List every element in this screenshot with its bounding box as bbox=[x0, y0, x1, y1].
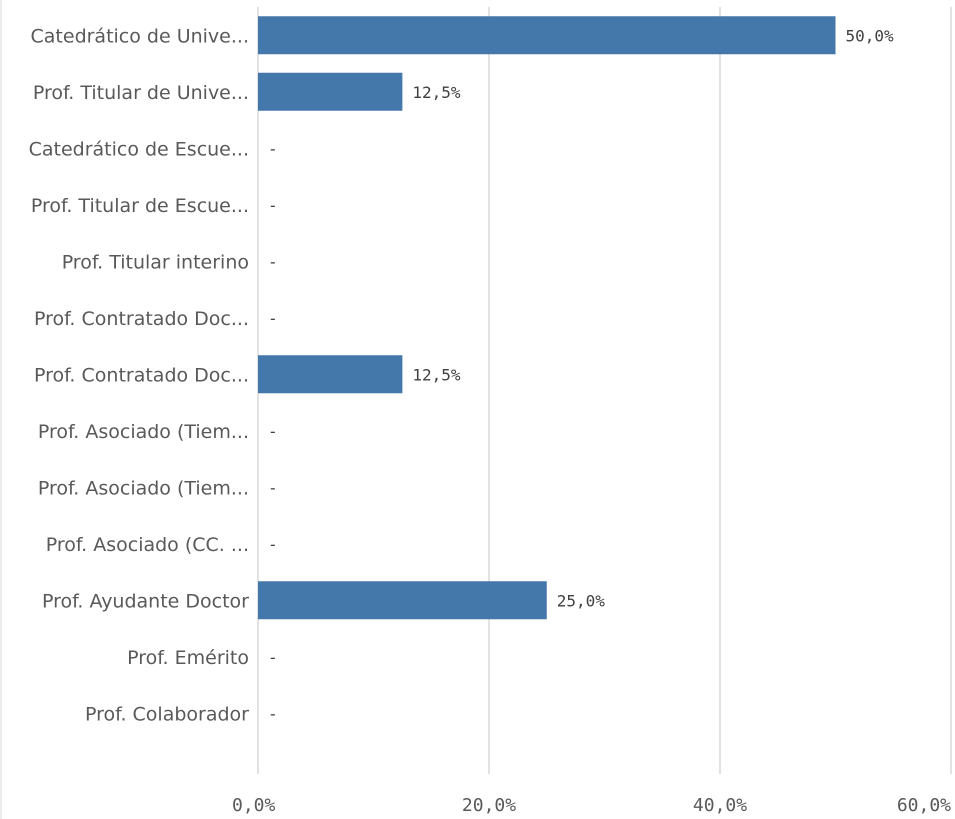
value-label: 12,5% bbox=[412, 83, 461, 102]
bar-layer bbox=[258, 16, 836, 620]
category-label: Catedrático de Escue... bbox=[29, 138, 249, 160]
value-labels: 50,0% 12,5% - - - - 12,5% - - - 25,0% - - bbox=[268, 26, 894, 723]
category-label: Prof. Asociado (CC. ... bbox=[46, 534, 249, 556]
value-label: 50,0% bbox=[846, 26, 895, 45]
category-label: Prof. Contratado Doc... bbox=[34, 308, 249, 330]
bar[interactable] bbox=[258, 16, 836, 55]
x-tick-label: 20,0% bbox=[462, 795, 516, 816]
bar[interactable] bbox=[258, 581, 547, 620]
category-label: Prof. Emérito bbox=[127, 647, 249, 669]
value-label: - bbox=[268, 252, 278, 271]
category-label: Prof. Titular de Unive... bbox=[33, 82, 249, 104]
value-label: - bbox=[268, 535, 278, 554]
value-label: - bbox=[268, 422, 278, 441]
value-label: 25,0% bbox=[557, 591, 606, 610]
category-label: Prof. Contratado Doc... bbox=[34, 364, 249, 386]
value-label: 12,5% bbox=[412, 365, 461, 384]
bar[interactable] bbox=[258, 72, 403, 111]
value-label: - bbox=[268, 309, 278, 328]
category-label: Prof. Asociado (Tiem... bbox=[38, 421, 249, 443]
category-label: Prof. Asociado (Tiem... bbox=[38, 477, 249, 499]
category-label: Prof. Colaborador bbox=[85, 703, 249, 725]
category-label: Prof. Titular interino bbox=[62, 251, 249, 273]
value-label: - bbox=[268, 196, 278, 215]
value-label: - bbox=[268, 704, 278, 723]
category-label: Catedrático de Unive... bbox=[31, 25, 249, 47]
x-axis-ticks: 0,0% 20,0% 40,0% 60,0% bbox=[232, 760, 952, 816]
category-label: Prof. Ayudante Doctor bbox=[42, 590, 249, 612]
x-tick-label: 0,0% bbox=[232, 795, 276, 816]
value-label: - bbox=[268, 139, 278, 158]
x-tick-label: 60,0% bbox=[897, 795, 951, 816]
x-tick-label: 40,0% bbox=[693, 795, 747, 816]
category-label: Prof. Titular de Escue... bbox=[31, 195, 249, 217]
grid-layer bbox=[257, 7, 952, 760]
category-labels: Catedrático de Unive... Prof. Titular de … bbox=[29, 25, 250, 725]
value-label: - bbox=[268, 478, 278, 497]
bar[interactable] bbox=[258, 355, 403, 394]
value-label: - bbox=[268, 648, 278, 667]
